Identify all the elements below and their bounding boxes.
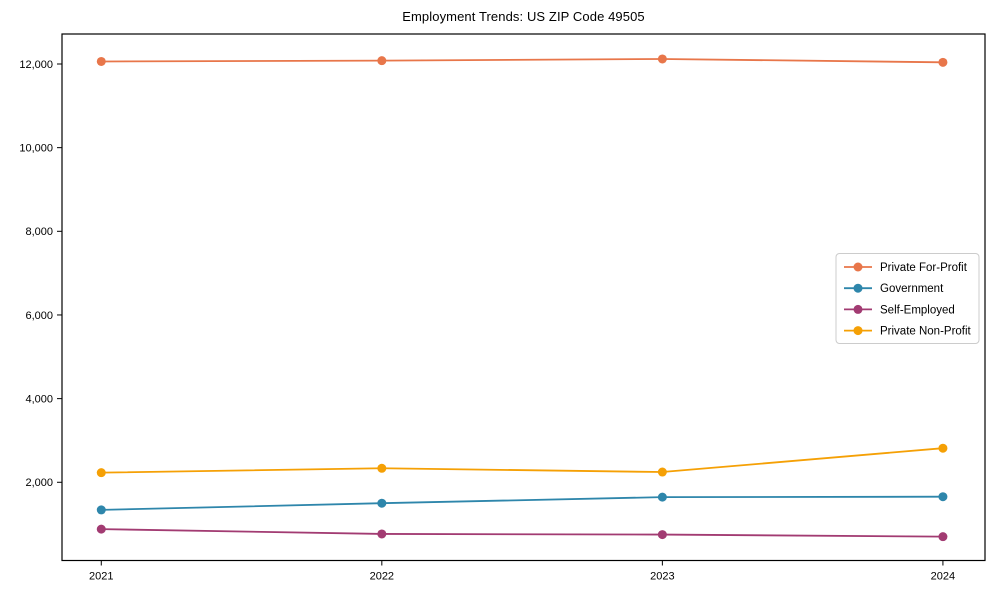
data-point-marker — [96, 505, 106, 515]
legend-marker — [853, 304, 863, 314]
data-point-marker — [96, 468, 106, 478]
series-private-non-profit — [96, 443, 948, 478]
data-point-marker — [377, 498, 387, 508]
legend-label: Government — [880, 283, 944, 295]
data-point-marker — [377, 56, 387, 66]
data-point-marker — [657, 492, 667, 502]
legend-marker — [853, 283, 863, 293]
legend-item: Government — [844, 283, 944, 295]
data-point-marker — [938, 492, 948, 502]
data-point-marker — [657, 54, 667, 64]
data-point-marker — [657, 467, 667, 477]
y-axis-tick-label: 12,000 — [19, 59, 53, 71]
legend-item: Private Non-Profit — [844, 326, 972, 338]
series-private-for-profit — [96, 54, 948, 67]
series-self-employed — [96, 524, 948, 542]
legend-item: Private For-Profit — [844, 262, 968, 274]
y-axis-tick-label: 8,000 — [25, 226, 53, 238]
data-point-marker — [96, 56, 106, 66]
data-point-marker — [938, 532, 948, 542]
legend: Private For-Profit Government Self-Employe… — [835, 253, 980, 344]
data-point-marker — [938, 443, 948, 453]
x-axis-tick-label: 2022 — [370, 571, 394, 583]
y-axis-tick-label: 6,000 — [25, 310, 53, 322]
y-axis-tick-label: 2,000 — [25, 477, 53, 489]
x-axis-tick-label: 2024 — [931, 571, 955, 583]
y-axis-tick-label: 10,000 — [19, 142, 53, 154]
series-government — [96, 492, 948, 515]
series-line — [100, 58, 944, 64]
legend-item: Self-Employed — [844, 304, 955, 316]
y-axis-tick-label: 4,000 — [25, 393, 53, 405]
data-point-marker — [377, 529, 387, 539]
series-line — [100, 495, 944, 511]
legend-label: Private For-Profit — [880, 262, 968, 274]
legend-marker — [853, 262, 863, 272]
data-point-marker — [938, 57, 948, 67]
plot-frame — [61, 33, 986, 562]
data-point-marker — [96, 524, 106, 534]
series-line — [100, 447, 944, 474]
legend-label: Self-Employed — [880, 304, 955, 316]
legend-box — [835, 253, 980, 344]
x-axis-tick-label: 2023 — [650, 571, 674, 583]
legend-label: Private Non-Profit — [880, 326, 972, 338]
data-point-marker — [657, 530, 667, 540]
legend-marker — [853, 326, 863, 336]
data-point-marker — [377, 463, 387, 473]
series-line — [100, 528, 944, 538]
x-axis-tick-label: 2021 — [89, 571, 113, 583]
chart-title: Employment Trends: US ZIP Code 49505 — [402, 9, 645, 24]
